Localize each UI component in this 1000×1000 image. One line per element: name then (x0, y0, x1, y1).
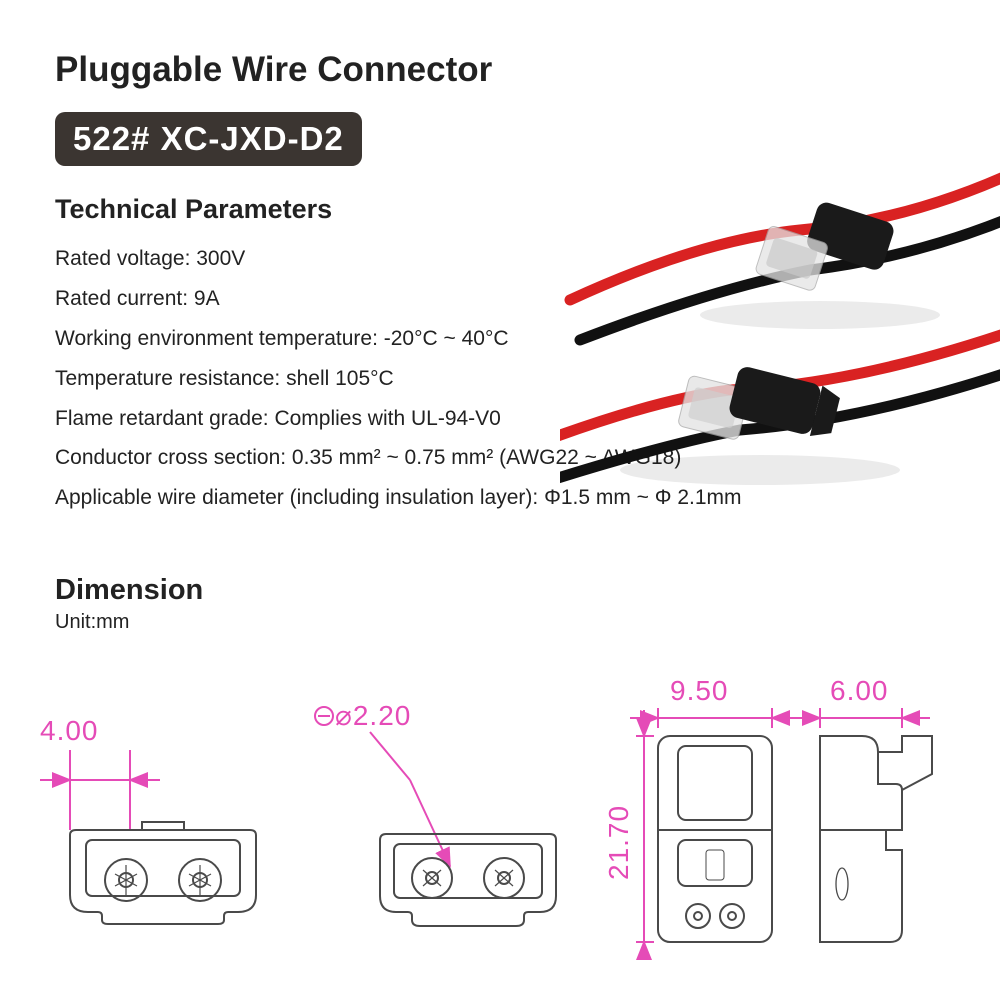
dimension-drawings: 4.00 ⌀2.20 (30, 680, 970, 960)
param-row: Rated current: 9A (55, 279, 945, 319)
dimension-heading: Dimension (55, 574, 945, 607)
dim-side-width: 6.00 (830, 680, 889, 706)
param-row: Working environment temperature: -20°C ~… (55, 319, 945, 359)
dim-body-height: 21.70 (603, 805, 634, 880)
dim-width-front: 4.00 (40, 715, 99, 746)
tech-params-heading: Technical Parameters (55, 194, 945, 225)
param-row: Flame retardant grade: Complies with UL-… (55, 399, 945, 439)
model-badge: 522# XC-JXD-D2 (55, 112, 362, 166)
param-row: Temperature resistance: shell 105°C (55, 359, 945, 399)
param-row: Rated voltage: 300V (55, 239, 945, 279)
param-row: Applicable wire diameter (including insu… (55, 478, 945, 518)
dim-top-width: 9.50 (670, 680, 729, 706)
tech-params-list: Rated voltage: 300V Rated current: 9A Wo… (55, 239, 945, 518)
page-title: Pluggable Wire Connector (55, 50, 945, 90)
unit-label: Unit:mm (55, 611, 945, 634)
dim-hole-dia: ⌀2.20 (335, 700, 411, 731)
param-row: Conductor cross section: 0.35 mm² ~ 0.75… (55, 438, 945, 478)
